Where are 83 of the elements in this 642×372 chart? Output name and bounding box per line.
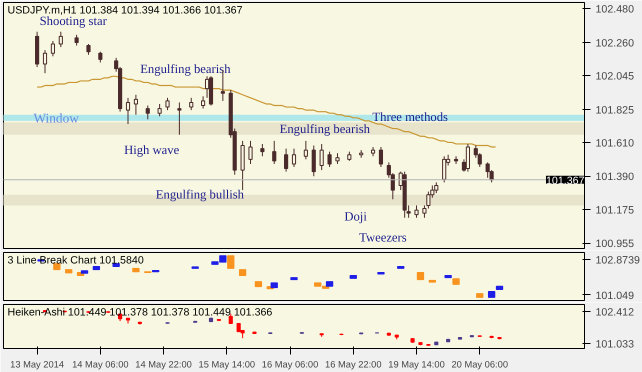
candlestick <box>335 152 340 164</box>
annotation: Shooting star <box>40 14 108 28</box>
candlestick <box>434 182 438 194</box>
y-tick-label: 100.955 <box>596 238 634 250</box>
y-tick-label: 101.610 <box>596 137 634 150</box>
bar <box>92 266 100 270</box>
chart-title: USDJPY.m,H1 101.384 101.394 101.366 101.367 <box>8 4 243 16</box>
candlestick <box>312 144 316 177</box>
candlestick <box>284 148 288 172</box>
bar <box>65 269 72 274</box>
y-tick-label: 101.049 <box>596 290 634 302</box>
bar <box>53 263 61 270</box>
candlestick <box>146 105 150 120</box>
candlestick <box>201 96 206 110</box>
candlestick <box>189 97 194 111</box>
candlestick <box>260 143 264 157</box>
bar <box>452 278 460 285</box>
candlestick <box>347 151 352 162</box>
bar <box>476 293 484 298</box>
bar <box>227 255 234 269</box>
candlestick <box>42 50 48 74</box>
candlestick <box>272 140 276 164</box>
y-tick-label: 102.045 <box>596 70 634 83</box>
bar <box>488 290 496 298</box>
y-tick-label: 101.033 <box>596 338 634 351</box>
annotation: Three methods <box>372 110 448 124</box>
chart-title: Heiken-Ashi 101.449 101.378 101.378 101.449 101.366 <box>8 306 272 318</box>
annotation: High wave <box>124 143 180 158</box>
candlestick <box>378 146 384 168</box>
bar <box>326 281 334 287</box>
candlestick <box>74 34 79 46</box>
y-tick-label: 101.390 <box>596 171 634 184</box>
candlestick <box>466 143 470 172</box>
candlestick <box>228 313 233 324</box>
x-tick-label: 15 May 14:00 <box>198 360 256 370</box>
chart-title: 3 Line Break Chart 101.5840 <box>8 254 144 266</box>
ref-line-label: 101.367 <box>546 174 585 187</box>
candlestick <box>98 51 102 63</box>
bar <box>238 269 246 276</box>
bar <box>270 282 278 288</box>
y-tick-label: 102.480 <box>596 4 634 16</box>
candlestick <box>442 156 446 183</box>
candlestick <box>486 162 490 178</box>
y-tick-label: 101.825 <box>596 104 634 116</box>
candlestick <box>50 40 55 57</box>
annotation: Doji <box>344 210 368 224</box>
bar <box>112 263 120 268</box>
candlestick <box>292 148 296 168</box>
x-tick-label: 14 May 06:00 <box>72 360 129 370</box>
annotation: Tweezers <box>359 230 407 244</box>
y-tick-label: 102.412 <box>596 306 634 318</box>
annotation: Engulfing bearish <box>280 122 371 136</box>
bar <box>496 286 504 290</box>
bar <box>80 270 88 274</box>
bar <box>416 272 424 280</box>
bar <box>132 268 140 272</box>
annotation: Engulfing bullish <box>156 187 245 202</box>
y-tick-label: 102.8739 <box>596 254 640 267</box>
y-tick-label: 102.260 <box>596 37 634 50</box>
x-tick-label: 19 May 14:00 <box>388 360 445 370</box>
candlestick <box>158 103 162 117</box>
x-tick-label: 13 May 2014 <box>10 360 64 370</box>
candlestick <box>58 31 63 48</box>
candlestick <box>327 151 332 168</box>
bar <box>350 275 357 279</box>
candlestick <box>177 102 182 136</box>
candlestick <box>165 97 170 111</box>
x-tick-label: 16 May 06:00 <box>262 360 318 370</box>
candlestick <box>126 97 130 124</box>
candlestick <box>370 146 376 157</box>
x-tick-label: 16 May 22:00 <box>325 360 382 370</box>
bar <box>254 281 262 288</box>
candlestick <box>414 204 419 218</box>
x-tick-label: 20 May 06:00 <box>452 360 508 370</box>
candlestick <box>134 94 138 116</box>
bar <box>444 275 452 278</box>
candlestick <box>86 44 91 56</box>
candlestick <box>304 140 308 160</box>
candlestick <box>320 143 324 171</box>
x-tick-label: 14 May 22:00 <box>135 360 192 370</box>
annotation: Engulfing bearish <box>140 62 232 76</box>
y-tick-label: 101.175 <box>596 204 634 216</box>
candlestick <box>248 140 253 164</box>
